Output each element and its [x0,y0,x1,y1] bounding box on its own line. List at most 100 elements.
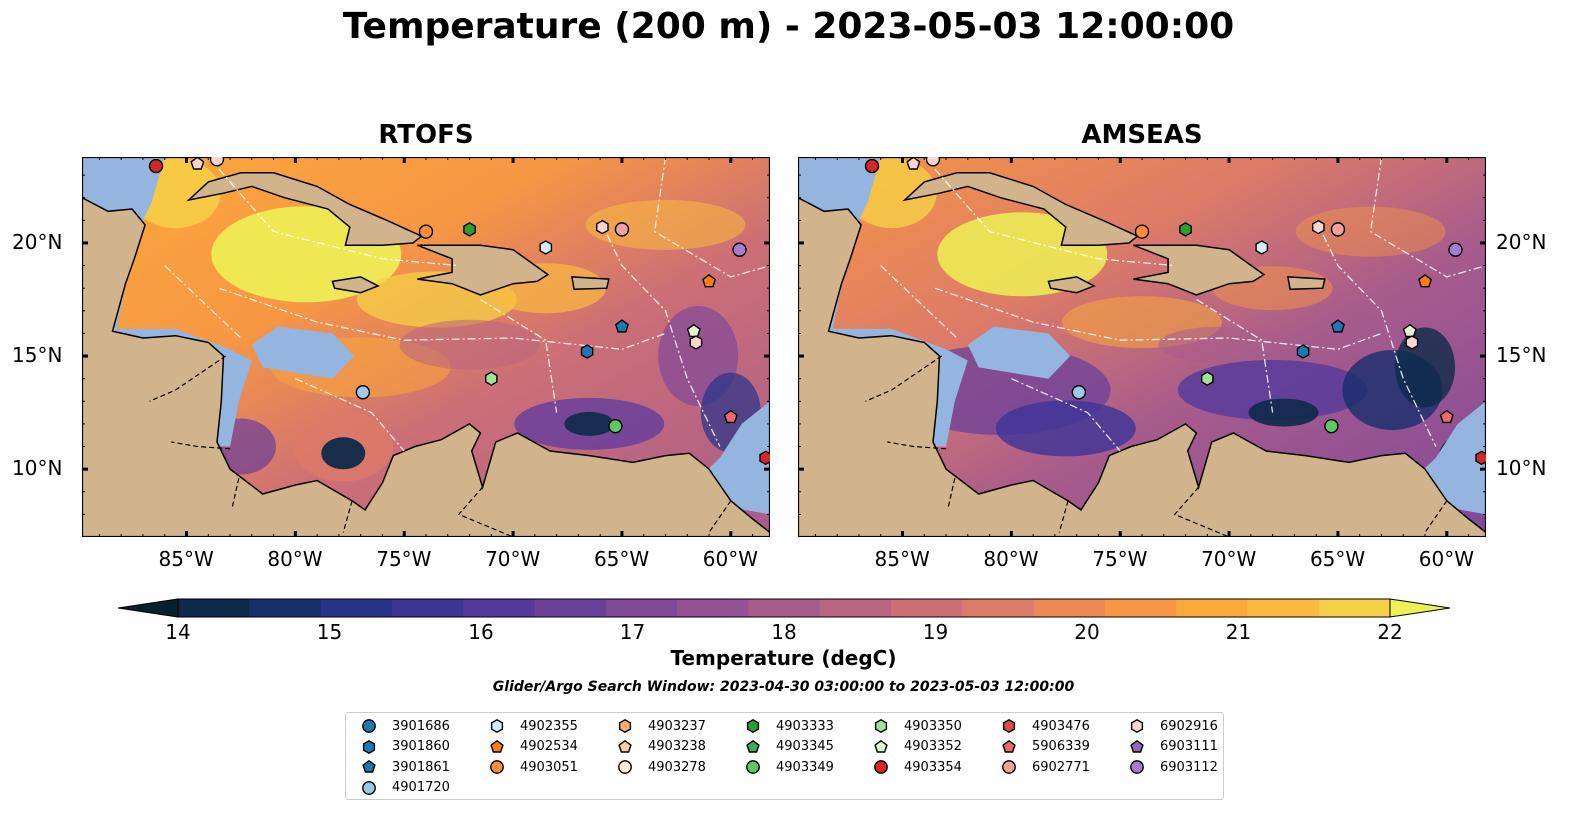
pentagon-marker-icon [1002,739,1016,753]
float-marker [1330,222,1346,237]
legend-item: 4903278 [616,758,706,776]
legend-label: 4901720 [392,780,450,795]
pentagon-marker-icon [490,739,504,753]
colorbar-segment [178,599,250,617]
colorbar [118,598,1450,618]
circle-marker-icon [1002,760,1016,774]
float-marker [1475,450,1486,466]
colorbar-segment [819,599,892,617]
float-marker [1330,319,1345,333]
colorbar-segment [320,599,393,617]
pentagon-marker-icon [618,739,632,753]
float-marker [539,240,553,255]
lon-tick-label: 85°W [158,547,214,571]
legend-label: 4903237 [648,718,706,734]
hexagon-marker-icon [746,718,760,734]
legend-item: 4903352 [872,738,962,756]
legend-marker [1002,760,1016,774]
lat-tick-label: 10°N [1496,456,1547,481]
legend-marker [874,739,888,753]
colorbar-tick-label: 17 [619,620,646,644]
lat-tick-label: 15°N [12,343,63,368]
legend-label: 5906339 [1032,739,1090,754]
colorbar-tick-label: 22 [1377,620,1403,644]
float-marker [1448,242,1463,257]
legend-label: 6902771 [1032,759,1090,775]
float-marker [418,224,434,239]
lon-tick-label: 80°W [983,547,1039,571]
float-marker [580,344,594,359]
legend-item: 4903354 [872,758,962,776]
legend-item: 6902916 [1128,717,1218,735]
colorbar-segment [463,599,535,617]
legend-item: 4903237 [616,717,706,735]
colorbar-segment [605,599,678,617]
colorbar-segment [391,599,464,617]
lat-tick-label: 10°N [12,456,63,481]
legend-item: 4903333 [744,717,834,735]
float-marker [906,157,921,170]
float-marker [1312,219,1325,235]
legend-label: 4903345 [776,739,834,754]
legend-label: 4903349 [776,759,834,775]
legend-item: 4903350 [872,717,962,735]
float-marker [1255,240,1269,255]
float-marker [925,157,941,167]
legend-item: 4903051 [488,758,578,776]
legend-item: 4903476 [1000,717,1090,735]
legend-marker [618,718,632,734]
colorbar-segment [1176,599,1248,617]
lon-tick-label: 65°W [593,547,650,571]
float-marker [1201,371,1214,387]
legend-label: 4903352 [904,739,962,754]
float-marker [1071,385,1087,400]
legend-marker [874,718,888,734]
panel-title-amseas: AMSEAS [1081,120,1203,150]
legend-item: 4901720 [360,779,450,797]
legend-label: 3901686 [392,718,450,734]
float-marker [1179,222,1192,237]
legend-label: 4903238 [648,739,706,754]
float-marker [689,335,703,350]
legend-item: 4902534 [488,738,578,756]
float-marker [1324,418,1339,434]
legend-item: 3901860 [360,738,450,756]
colorbar-tick-label: 16 [468,620,494,644]
legend-item: 3901686 [360,717,450,735]
legend-label: 4903278 [648,759,706,775]
float-marker [614,222,630,237]
lon-tick-label: 65°W [1309,547,1366,571]
lon-tick-label: 60°W [702,547,759,571]
legend-marker [874,760,888,774]
float-legend: 3901686 3901860 3901861 4901720 4902355 49025… [345,712,1224,800]
colorbar-segment [748,599,821,617]
circle-marker-icon [746,760,760,774]
legend-item: 6903111 [1128,738,1218,756]
legend-marker [1130,760,1144,774]
lon-tick-label: 85°W [874,547,930,571]
float-marker [723,409,738,424]
colorbar-tick-label: 14 [165,620,191,644]
map-amseas [798,157,1486,537]
lon-tick-label: 60°W [1418,547,1475,571]
float-marker [596,219,609,235]
pentagon-marker-icon [874,739,888,753]
search-window-text: Glider/Argo Search Window: 2023-04-30 03… [492,679,1075,695]
legend-item: 6902771 [1000,758,1090,776]
legend-item: 3901861 [360,758,450,776]
legend-marker [1002,739,1016,753]
colorbar-segment [1033,599,1106,617]
colorbar-segment [1318,599,1391,617]
float-marker [686,323,701,338]
legend-item: 5906339 [1000,738,1090,756]
figure-title: Temperature (200 m) - 2023-05-03 12:00:0… [342,6,1235,47]
legend-label: 3901861 [392,759,450,775]
float-marker [732,242,747,257]
float-marker [1402,323,1417,338]
float-marker [209,157,225,167]
colorbar-tick-label: 18 [771,620,797,644]
legend-marker [746,739,760,753]
legend-marker [362,739,376,754]
legend-marker [746,718,760,734]
panel-title-rtofs: RTOFS [378,120,474,150]
